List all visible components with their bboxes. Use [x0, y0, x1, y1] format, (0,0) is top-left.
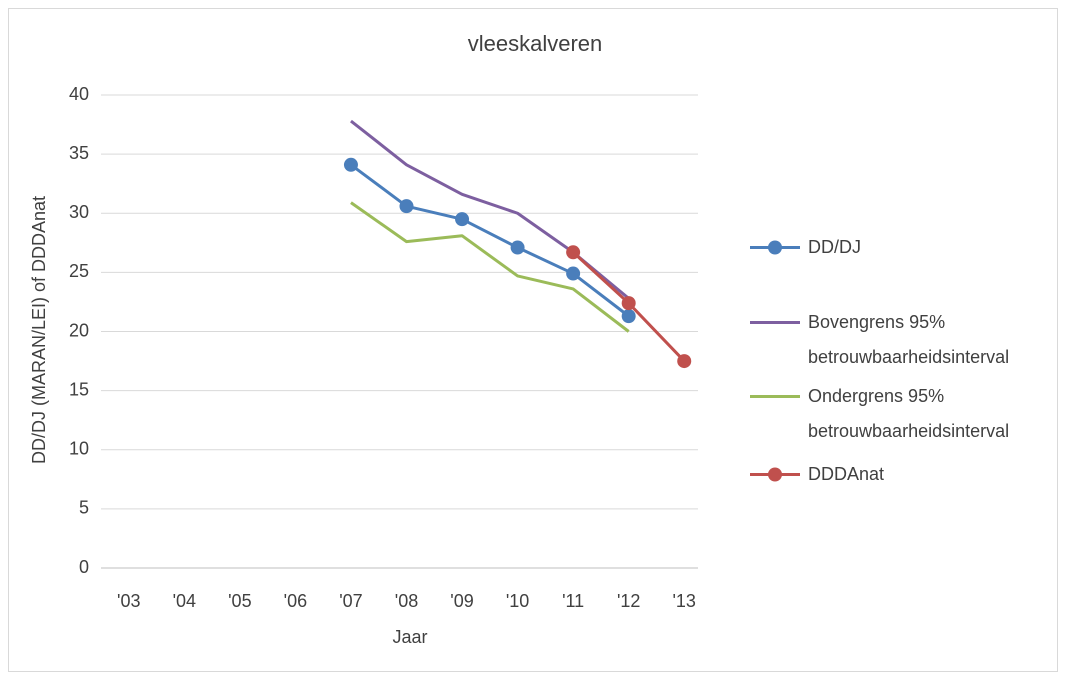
x-tick-label: '08: [395, 591, 418, 611]
legend-marker: [768, 467, 782, 482]
legend-swatch: [750, 240, 800, 255]
legend-item: DDDAnat: [750, 457, 1058, 492]
y-tick-label: 30: [69, 202, 89, 222]
y-axis-label: DD/DJ (MARAN/LEI) of DDDAnat: [29, 196, 49, 464]
legend-item: DD/DJ: [750, 230, 1058, 265]
series-marker: [621, 296, 636, 311]
chart-title: vleeskalveren: [468, 31, 603, 56]
legend-swatch: [750, 395, 800, 398]
series-marker: [399, 199, 414, 214]
legend-swatch: [750, 467, 800, 482]
series-line: [350, 201, 630, 333]
x-tick-label: '03: [117, 591, 140, 611]
x-tick-label: '06: [284, 591, 307, 611]
series-line: [350, 163, 630, 318]
series-marker: [343, 157, 358, 172]
legend-item: Bovengrens 95% betrouwbaarheidsinterval: [750, 305, 1058, 375]
legend-marker: [768, 240, 782, 255]
series-marker: [455, 212, 470, 227]
series-marker: [677, 354, 692, 369]
y-tick-label: 35: [69, 143, 89, 163]
x-tick-label: '09: [450, 591, 473, 611]
y-tick-label: 20: [69, 320, 89, 340]
series-marker: [566, 266, 581, 281]
legend-label: Ondergrens 95% betrouwbaarheidsinterval: [808, 386, 1010, 441]
y-tick-label: 40: [69, 84, 89, 104]
x-tick-label: '13: [672, 591, 695, 611]
chart-border: [8, 8, 1058, 672]
x-tick-label: '07: [339, 591, 362, 611]
y-tick-label: 10: [69, 439, 89, 459]
legend-label: Bovengrens 95% betrouwbaarheidsinterval: [808, 312, 1010, 367]
x-tick-label: '11: [562, 591, 584, 611]
x-tick-label: '05: [228, 591, 251, 611]
series-marker: [566, 245, 581, 260]
legend-label: DDDAnat: [808, 464, 885, 484]
y-tick-label: 15: [69, 379, 89, 399]
x-axis-label: Jaar: [392, 627, 427, 647]
series-marker: [621, 309, 636, 324]
legend-swatch: [750, 321, 800, 324]
y-tick-label: 5: [79, 498, 89, 518]
x-tick-label: '04: [173, 591, 196, 611]
legend-label: DD/DJ: [808, 237, 861, 257]
x-tick-label: '12: [617, 591, 640, 611]
legend-item: Ondergrens 95% betrouwbaarheidsinterval: [750, 379, 1058, 449]
series-marker: [510, 240, 525, 255]
x-tick-label: '10: [506, 591, 529, 611]
y-tick-label: 0: [79, 557, 89, 577]
y-tick-label: 25: [69, 261, 89, 281]
